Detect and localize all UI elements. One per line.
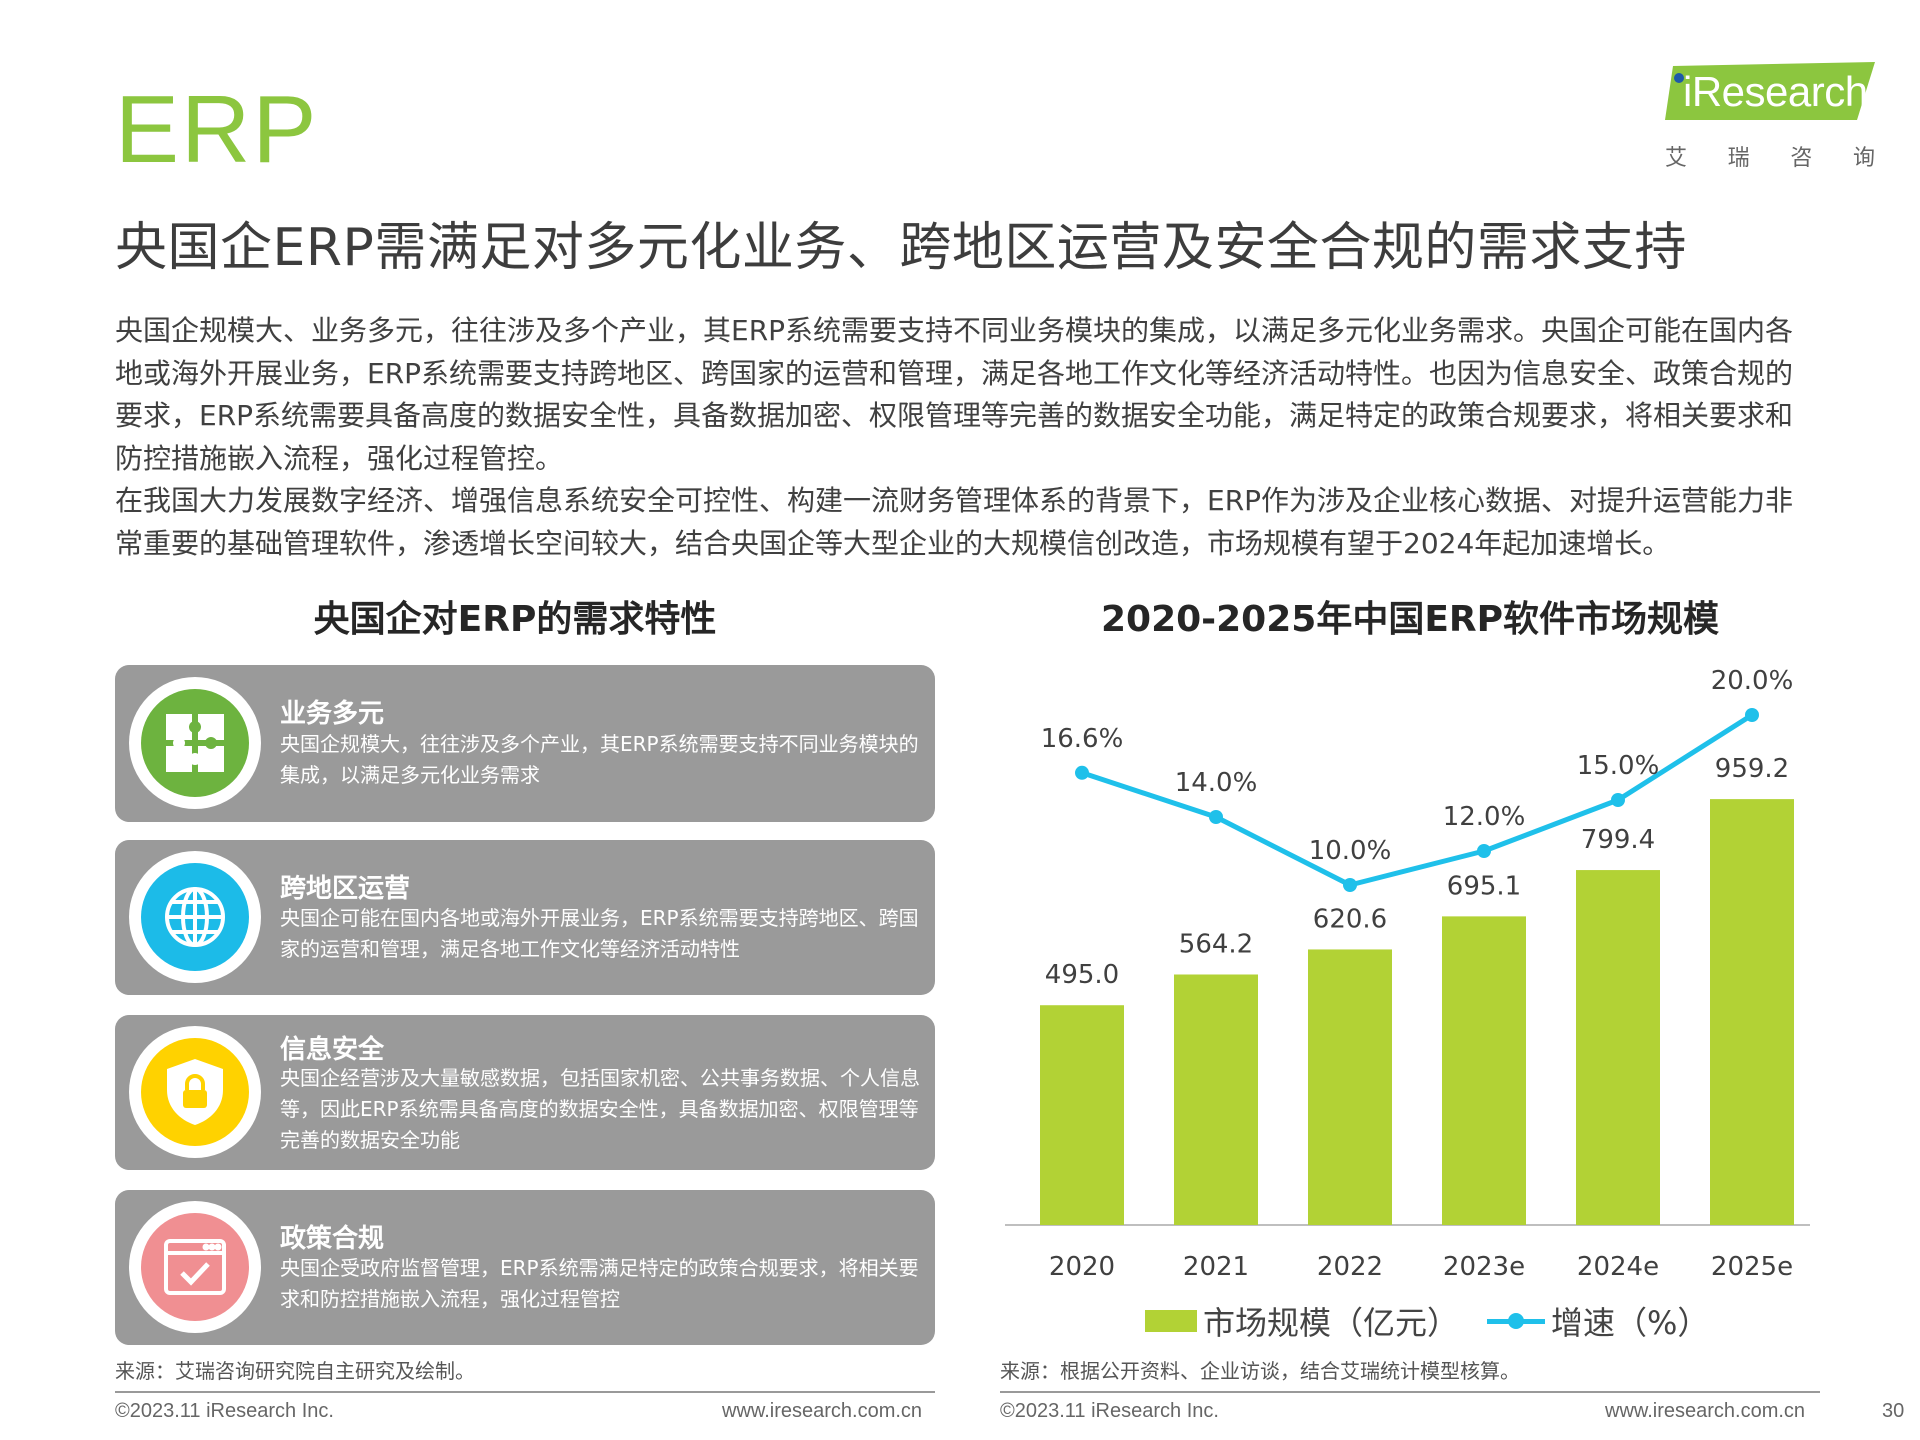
shield-lock-icon — [141, 1038, 249, 1146]
growth-line — [1081, 712, 1754, 888]
growth-value-label: 10.0% — [1309, 836, 1392, 866]
logo-wordmark: iResearch — [1683, 68, 1868, 115]
bar-value-label: 695.1 — [1447, 871, 1521, 901]
bar-value-label: 959.2 — [1715, 754, 1789, 784]
growth-value-label: 20.0% — [1711, 666, 1794, 696]
logo-char: 艾 — [1665, 146, 1688, 171]
card-description: 央国企受政府监督管理，ERP系统需满足特定的政策合规要求，将相关要求和防控措施嵌… — [280, 1256, 919, 1311]
iresearch-logo: iResearch 艾 瑞 咨 询 — [1665, 62, 1875, 172]
section-label: ERP — [115, 76, 319, 183]
page-number: 30 — [1882, 1400, 1905, 1422]
page-title: 央国企ERP需满足对多元化业务、跨地区运营及安全合规的需求支持 — [115, 218, 1687, 278]
body-paragraph-2: 在我国大力发展数字经济、增强信息系统安全可控性、构建一流财务管理体系的背景下，E… — [115, 484, 1794, 560]
feature-card-security: 信息安全 央国企经营涉及大量敏感数据，包括国家机密、公共事务数据、个人信息等，因… — [115, 1015, 935, 1170]
bar — [1040, 1005, 1124, 1225]
growth-point — [1611, 793, 1625, 807]
x-tick-label: 2023e — [1443, 1252, 1525, 1282]
logo-chinese-name: 艾 瑞 咨 询 — [1665, 140, 1875, 172]
legend-line-swatch — [1487, 1310, 1546, 1332]
card-description: 央国企规模大，往往涉及多个产业，其ERP系统需要支持不同业务模块的集成，以满足多… — [280, 732, 919, 787]
bar-value-label: 620.6 — [1313, 904, 1387, 934]
chart-legend: 市场规模（亿元） 增速（%） — [1145, 1298, 1709, 1344]
growth-value-label: 15.0% — [1577, 751, 1660, 781]
x-tick-label: 2025e — [1711, 1252, 1793, 1282]
card-title: 跨地区运营 — [280, 874, 411, 904]
footer-copyright: ©2023.11 iResearch Inc. — [1000, 1400, 1219, 1422]
x-tick-label: 2020 — [1049, 1252, 1115, 1282]
feature-card-compliance: 政策合规 央国企受政府监督管理，ERP系统需满足特定的政策合规要求，将相关要求和… — [115, 1190, 935, 1345]
growth-point — [1075, 765, 1089, 780]
logo-banner-shape — [1665, 62, 1875, 120]
bar — [1576, 870, 1660, 1225]
erp-market-chart: 495.0 2020 564.2 2021 620.6 2022 695.1 2023e 799… — [1005, 666, 1810, 1282]
divider — [115, 1391, 935, 1393]
card-description: 央国企可能在国内各地或海外开展业务，ERP系统需要支持跨地区、跨国家的运营和管理… — [280, 906, 919, 961]
checklist-window-icon — [141, 1213, 249, 1321]
chart-source-note: 来源：根据公开资料、企业访谈，结合艾瑞统计模型核算。 — [1000, 1359, 1520, 1383]
feature-card-business: 业务多元 央国企规模大，往往涉及多个产业，其ERP系统需要支持不同业务模块的集成… — [115, 665, 935, 822]
card-description: 央国企经营涉及大量敏感数据，包括国家机密、公共事务数据、个人信息等，因此ERP系… — [280, 1066, 920, 1152]
growth-point — [1477, 844, 1491, 858]
bar-value-label: 495.0 — [1045, 960, 1119, 990]
bar — [1174, 974, 1258, 1225]
bar-value-label: 564.2 — [1179, 929, 1253, 959]
divider — [1000, 1391, 1820, 1393]
chart-title: 2020-2025年中国ERP软件市场规模 — [1100, 599, 1720, 640]
growth-point — [1745, 708, 1759, 722]
bar — [1308, 949, 1392, 1225]
bar — [1442, 916, 1526, 1225]
feature-card-cross-region: 跨地区运营 央国企可能在国内各地或海外开展业务，ERP系统需要支持跨地区、跨国家… — [115, 840, 935, 995]
logo-char: 咨 — [1790, 146, 1813, 171]
bar-value-label: 799.4 — [1581, 825, 1655, 855]
growth-value-label: 14.0% — [1175, 768, 1258, 798]
left-section-title: 央国企对ERP的需求特性 — [313, 599, 717, 640]
x-tick-label: 2022 — [1317, 1252, 1383, 1282]
left-source-note: 来源：艾瑞咨询研究院自主研究及绘制。 — [115, 1359, 475, 1383]
globe-icon — [141, 863, 249, 971]
legend-bar-label: 市场规模（亿元） — [1203, 1304, 1460, 1342]
legend-bar-swatch — [1145, 1310, 1197, 1332]
footer-url: www.iresearch.com.cn — [1605, 1400, 1806, 1422]
growth-point — [1343, 878, 1357, 892]
footer-copyright: ©2023.11 iResearch Inc. — [115, 1400, 334, 1422]
growth-point — [1209, 810, 1223, 824]
body-paragraph-1: 央国企规模大、业务多元，往往涉及多个产业，其ERP系统需要支持不同业务模块的集成… — [115, 314, 1794, 475]
growth-value-label: 16.6% — [1041, 724, 1124, 754]
footer-url: www.iresearch.com.cn — [722, 1400, 923, 1422]
logo-char: 瑞 — [1727, 146, 1750, 171]
growth-value-label: 12.0% — [1443, 802, 1526, 832]
legend-line-label: 增速（%） — [1551, 1304, 1710, 1342]
card-title: 业务多元 — [280, 699, 385, 729]
x-tick-label: 2024e — [1577, 1252, 1659, 1282]
puzzle-icon — [141, 689, 249, 797]
x-tick-label: 2021 — [1183, 1252, 1249, 1282]
card-title: 政策合规 — [280, 1224, 385, 1254]
logo-char: 询 — [1852, 146, 1875, 171]
bar — [1710, 799, 1794, 1225]
card-title: 信息安全 — [280, 1035, 385, 1065]
